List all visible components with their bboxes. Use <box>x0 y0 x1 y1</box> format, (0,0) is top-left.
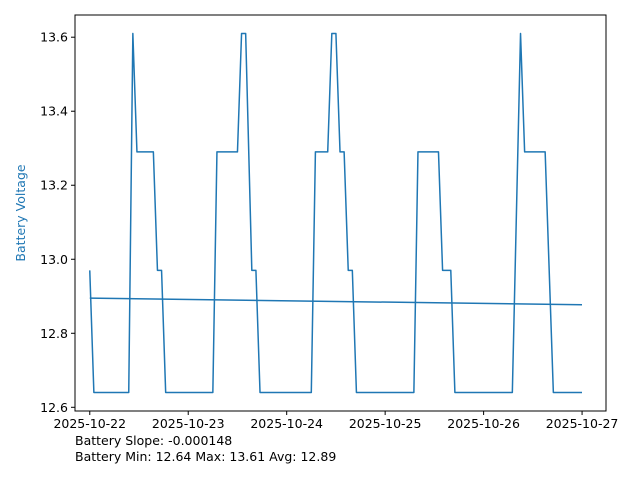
plot-frame <box>74 14 607 412</box>
battery-voltage-line <box>89 32 582 394</box>
series-layer <box>89 32 583 394</box>
trend-line <box>89 297 583 306</box>
y-tick-label: 13.2 <box>40 178 68 193</box>
x-tick-label: 2025-10-27 <box>546 416 619 431</box>
x-tick-label: 2025-10-25 <box>349 416 422 431</box>
y-tick-label: 12.6 <box>40 400 68 415</box>
y-axis: 12.6 12.8 13.0 13.2 13.4 13.6 <box>40 30 75 415</box>
x-tick-label: 2025-10-23 <box>152 416 225 431</box>
x-tick-label: 2025-10-24 <box>250 416 323 431</box>
x-tick-label: 2025-10-26 <box>447 416 520 431</box>
y-tick-label: 13.0 <box>40 252 68 267</box>
y-tick-label: 12.8 <box>40 326 68 341</box>
battery-min-max-avg-text: Battery Min: 12.64 Max: 13.61 Avg: 12.89 <box>75 449 337 464</box>
y-tick-label: 13.6 <box>40 30 68 45</box>
x-axis: 2025-10-22 2025-10-23 2025-10-24 2025-10-25… <box>53 411 618 431</box>
y-axis-label: Battery Voltage <box>13 164 28 261</box>
y-tick-label: 13.4 <box>40 104 68 119</box>
plot-background <box>75 15 606 411</box>
x-tick-label: 2025-10-22 <box>53 416 126 431</box>
battery-slope-text: Battery Slope: -0.000148 <box>75 433 233 448</box>
